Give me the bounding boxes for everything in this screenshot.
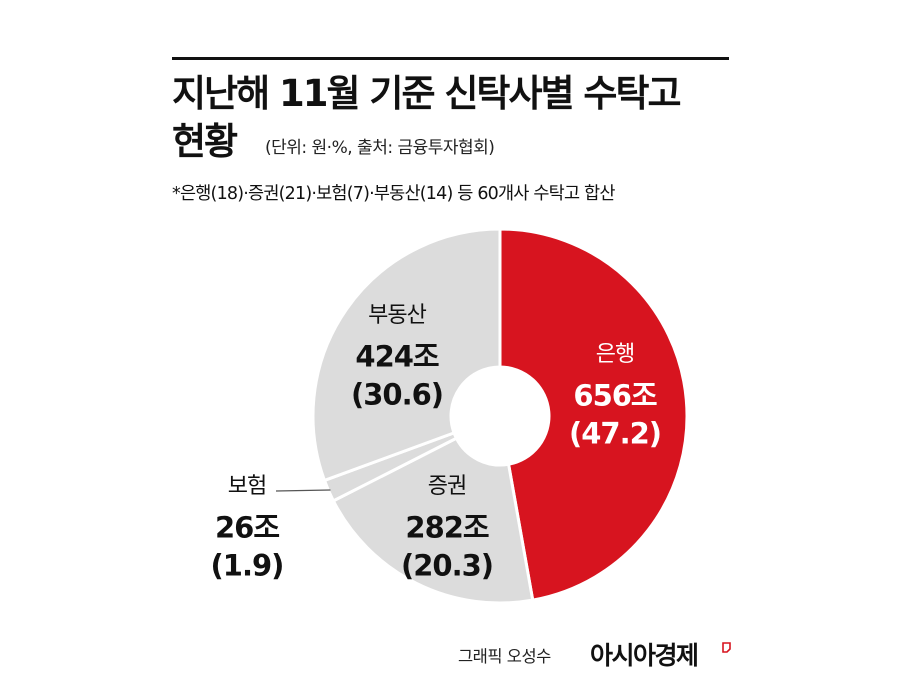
slice-value: 424조	[355, 340, 439, 374]
slice-label: 증권	[428, 474, 466, 499]
slice-value: 26조	[215, 511, 279, 545]
slice-real-estate	[311, 227, 502, 483]
slice-label: 은행	[596, 342, 634, 367]
slice-label: 부동산	[368, 303, 426, 328]
slice-bank	[498, 227, 689, 602]
graphic-credit: 그래픽 오성수	[458, 647, 551, 666]
brand-mark-icon	[722, 642, 731, 653]
title-rule	[172, 57, 729, 60]
slice-value: 282조	[405, 511, 489, 545]
brand-logo-text: 아시아경제	[590, 641, 699, 670]
slice-percent: (1.9)	[211, 549, 284, 583]
slice-securities	[331, 436, 535, 605]
chart-title-line2: 현황	[172, 120, 238, 163]
chart-title: 지난해 11월 기준 신탁사별 수탁고	[172, 72, 682, 115]
label-real-estate: 부동산 424조 (30.6)	[351, 303, 444, 412]
slice-percent: (20.3)	[401, 549, 493, 583]
slice-label: 보험	[228, 474, 266, 499]
label-securities: 증권 282조 (20.3)	[401, 474, 494, 583]
footnote: *은행(18)·증권(21)·보험(7)·부동산(14) 등 60개사 수탁고 …	[172, 184, 615, 204]
label-bank: 은행 656조 (47.2)	[569, 342, 662, 451]
label-insurance: 보험 26조 (1.9)	[211, 474, 285, 583]
unit-source-note: (단위: 원·%, 출처: 금융투자협회)	[265, 138, 495, 158]
slice-percent: (30.6)	[351, 378, 443, 412]
leader-line-insurance	[275, 489, 331, 492]
slice-percent: (47.2)	[569, 417, 661, 451]
slice-value: 656조	[573, 379, 657, 413]
